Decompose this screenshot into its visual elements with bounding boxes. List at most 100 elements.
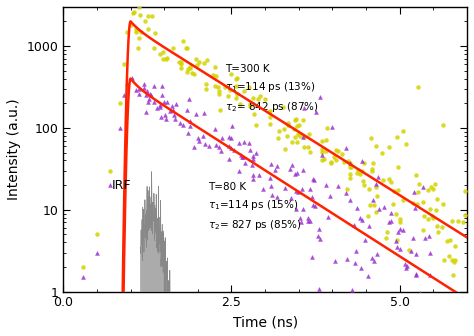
Point xyxy=(306,219,314,224)
Point xyxy=(355,168,362,173)
Point xyxy=(179,38,187,43)
Point xyxy=(252,150,260,156)
Point xyxy=(117,100,124,106)
Point xyxy=(396,216,404,221)
Point xyxy=(424,187,431,193)
Point xyxy=(415,182,423,187)
Point xyxy=(290,127,298,132)
Point xyxy=(332,147,339,153)
Point xyxy=(314,233,322,239)
Point xyxy=(203,86,210,92)
Point xyxy=(292,206,300,211)
Point xyxy=(250,112,258,117)
Point xyxy=(187,64,194,70)
Point xyxy=(134,27,141,32)
Point xyxy=(451,244,459,249)
Point xyxy=(351,222,358,227)
Point xyxy=(421,235,429,240)
Point xyxy=(419,184,427,190)
Point xyxy=(107,182,114,188)
Point xyxy=(454,218,462,224)
Point xyxy=(433,196,441,202)
Point xyxy=(160,99,167,104)
Point xyxy=(156,51,164,56)
Point xyxy=(342,191,349,196)
Point xyxy=(448,257,456,263)
Point xyxy=(308,255,316,260)
Point xyxy=(374,174,382,179)
Point xyxy=(249,153,256,158)
Point xyxy=(424,216,431,221)
Point xyxy=(306,131,313,137)
Point xyxy=(132,29,140,34)
Point xyxy=(135,4,142,10)
Point xyxy=(216,108,223,113)
Point xyxy=(440,258,448,263)
Point xyxy=(127,23,134,28)
Point xyxy=(144,13,152,19)
Point xyxy=(245,140,253,145)
Point xyxy=(250,176,257,181)
Point xyxy=(140,85,148,91)
Point xyxy=(309,202,317,207)
Point xyxy=(150,83,157,88)
Point xyxy=(136,12,143,17)
Point xyxy=(413,251,420,256)
Point xyxy=(228,123,236,129)
Point xyxy=(150,100,158,105)
Point xyxy=(396,220,403,225)
Point xyxy=(183,45,191,51)
Point xyxy=(300,105,307,111)
Point xyxy=(334,183,342,189)
Point xyxy=(130,9,138,15)
Point xyxy=(410,189,418,195)
Point xyxy=(120,93,128,98)
Point xyxy=(420,214,428,219)
Point xyxy=(312,110,320,115)
Point xyxy=(237,152,245,157)
Point xyxy=(249,163,256,168)
Point xyxy=(409,235,417,241)
Point xyxy=(448,218,456,224)
Point xyxy=(239,154,247,160)
Point xyxy=(146,96,153,101)
Point xyxy=(232,77,240,82)
Point xyxy=(145,99,152,105)
Point xyxy=(298,186,305,192)
Point xyxy=(186,65,194,71)
Point xyxy=(375,206,383,211)
Point xyxy=(286,166,294,171)
Point xyxy=(428,213,436,219)
Point xyxy=(187,123,194,129)
Point xyxy=(306,186,313,192)
Point xyxy=(318,139,326,144)
Point xyxy=(177,65,185,71)
Point xyxy=(183,70,191,75)
Point xyxy=(301,135,308,140)
Point xyxy=(358,159,366,164)
Point xyxy=(225,156,233,161)
Point xyxy=(242,161,249,166)
Point xyxy=(297,220,305,225)
Point xyxy=(311,203,319,208)
Point xyxy=(309,176,317,181)
Point xyxy=(141,18,149,24)
Point xyxy=(150,45,158,50)
Point xyxy=(445,254,453,259)
Point xyxy=(275,128,283,134)
Point xyxy=(376,326,383,332)
Point xyxy=(372,182,380,187)
Point xyxy=(132,27,139,32)
Point xyxy=(169,45,177,51)
Point xyxy=(158,93,166,98)
Point xyxy=(368,167,375,172)
Point xyxy=(405,247,412,253)
Point xyxy=(293,140,301,145)
Point xyxy=(317,94,324,99)
Point xyxy=(438,224,446,230)
Point xyxy=(123,81,131,86)
Point xyxy=(177,61,184,67)
Point xyxy=(295,122,303,128)
Point xyxy=(161,112,169,118)
Point xyxy=(425,234,433,239)
